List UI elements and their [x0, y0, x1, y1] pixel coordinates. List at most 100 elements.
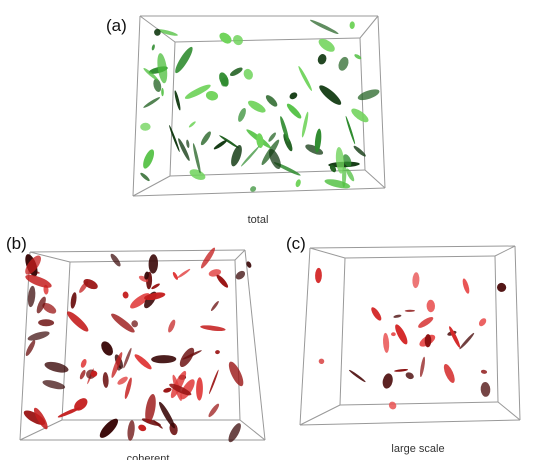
- structure: [215, 273, 230, 289]
- structure: [496, 282, 508, 294]
- structure: [448, 325, 462, 348]
- panel-label: (b): [6, 234, 27, 253]
- structure: [461, 278, 470, 295]
- structure: [43, 360, 69, 375]
- structure: [65, 309, 91, 334]
- structure: [229, 66, 244, 78]
- structure: [229, 144, 244, 168]
- structure: [226, 360, 246, 388]
- structure: [246, 98, 267, 115]
- structure: [215, 350, 220, 355]
- structure: [151, 355, 176, 364]
- structure: [387, 400, 397, 411]
- structure: [172, 271, 179, 280]
- structure: [141, 148, 156, 170]
- structure: [349, 106, 370, 125]
- structure: [352, 145, 367, 158]
- structure: [382, 333, 389, 353]
- structure: [242, 67, 255, 81]
- structure: [236, 107, 247, 123]
- structure: [79, 369, 87, 380]
- structure: [393, 314, 402, 318]
- structure: [231, 33, 245, 47]
- cube-c: [300, 246, 520, 425]
- structure: [27, 329, 51, 342]
- structure: [315, 268, 322, 283]
- structure: [140, 123, 151, 131]
- panel-label: (a): [106, 16, 127, 35]
- structure: [217, 30, 233, 45]
- structure: [285, 102, 303, 120]
- structure: [24, 339, 37, 357]
- structure: [381, 372, 394, 389]
- structure: [173, 90, 181, 111]
- figure: (a) total (b) coherent (c) large scale: [0, 0, 534, 460]
- structure: [477, 317, 487, 328]
- structure: [137, 423, 147, 432]
- structure: [394, 368, 408, 372]
- structure: [196, 377, 203, 401]
- structure: [309, 18, 339, 35]
- structure: [267, 131, 277, 142]
- structure: [295, 179, 302, 188]
- structure: [458, 332, 475, 350]
- structure: [213, 139, 228, 151]
- page: {"panels": [ {"label": "(a)", "caption":…: [0, 0, 534, 460]
- structure: [405, 310, 415, 312]
- structure: [116, 375, 129, 386]
- structure: [186, 139, 190, 148]
- structure: [199, 246, 217, 269]
- structure: [480, 382, 491, 397]
- structures: [22, 18, 508, 444]
- structure: [264, 93, 279, 108]
- structure: [122, 347, 133, 368]
- structure: [207, 402, 221, 418]
- structure: [419, 356, 426, 377]
- structure: [133, 352, 154, 371]
- structure: [70, 292, 78, 309]
- structure: [345, 116, 356, 145]
- structure: [356, 87, 380, 102]
- structure: [151, 283, 161, 290]
- structure: [425, 334, 432, 347]
- structure: [337, 55, 351, 72]
- structure: [173, 45, 196, 75]
- structure: [404, 371, 414, 380]
- structure: [80, 358, 88, 368]
- structure: [412, 272, 420, 288]
- structure: [208, 369, 219, 394]
- structure: [481, 369, 488, 374]
- structure: [127, 420, 136, 441]
- structure: [288, 91, 298, 101]
- structure: [167, 319, 177, 334]
- structure: [188, 121, 196, 129]
- structure: [148, 254, 158, 274]
- structure: [297, 65, 313, 91]
- structure: [318, 358, 325, 365]
- structure: [199, 130, 212, 146]
- structure: [348, 369, 366, 383]
- structure: [139, 172, 150, 183]
- structure: [192, 143, 202, 174]
- structure: [349, 21, 355, 29]
- structure: [109, 252, 122, 267]
- structure: [442, 363, 457, 385]
- structure: [369, 306, 383, 322]
- panel-label: (c): [286, 234, 306, 253]
- structure: [205, 90, 219, 101]
- structure: [226, 421, 243, 443]
- structure: [188, 167, 207, 182]
- structure: [143, 96, 161, 109]
- structure: [391, 332, 396, 336]
- panel-caption: large scale: [391, 443, 444, 455]
- structure: [324, 177, 351, 190]
- structure: [301, 111, 310, 138]
- panel-caption: total: [248, 214, 269, 226]
- structure: [122, 291, 129, 299]
- structure: [426, 300, 435, 313]
- structure: [304, 142, 325, 157]
- structure: [177, 268, 191, 279]
- structure: [42, 378, 66, 391]
- structure: [417, 315, 435, 330]
- panel-caption: coherent: [127, 453, 170, 460]
